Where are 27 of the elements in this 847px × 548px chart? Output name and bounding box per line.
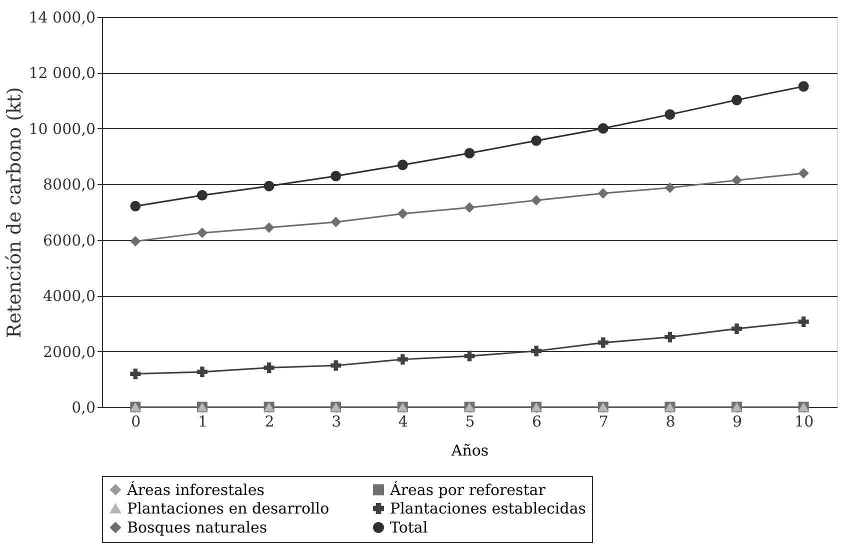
- x-tick-label: 10: [794, 412, 814, 430]
- y-tick-label: 6000,0: [43, 231, 96, 250]
- x-axis-title: Años: [450, 442, 489, 460]
- x-tick-label: 8: [666, 412, 676, 430]
- x-tick-label: 2: [264, 412, 274, 430]
- x-tick-label: 3: [332, 412, 342, 430]
- x-tick-label: 7: [598, 412, 608, 430]
- y-tick-label: 12 000,0: [28, 64, 96, 82]
- legend-label: Áreas inforestales: [126, 480, 264, 499]
- x-tick-label: 6: [532, 412, 542, 430]
- y-tick-label: 4000,0: [43, 287, 96, 306]
- y-tick-label: 8000,0: [43, 176, 96, 194]
- y-axis-title: Retención de carbono (kt): [4, 87, 26, 338]
- legend-label: Plantaciones en desarrollo: [127, 500, 330, 518]
- legend-label: Total: [390, 518, 428, 536]
- y-tick-label: 10 000,0: [28, 120, 96, 138]
- x-tick-label: 5: [465, 412, 475, 430]
- legend-label: Plantaciones establecidas: [390, 500, 586, 518]
- y-tick-label: 2000,0: [43, 342, 96, 361]
- x-tick-label: 1: [198, 412, 208, 430]
- y-tick-label: 0,0: [72, 398, 96, 416]
- x-tick-label: 9: [732, 412, 742, 430]
- legend-label: Bosques naturales: [127, 518, 268, 536]
- y-tick-label: 14 000,0: [28, 8, 96, 26]
- x-tick-label: 0: [131, 412, 141, 430]
- x-tick-label: 4: [398, 412, 408, 430]
- legend-label: Áreas por reforestar: [389, 480, 546, 499]
